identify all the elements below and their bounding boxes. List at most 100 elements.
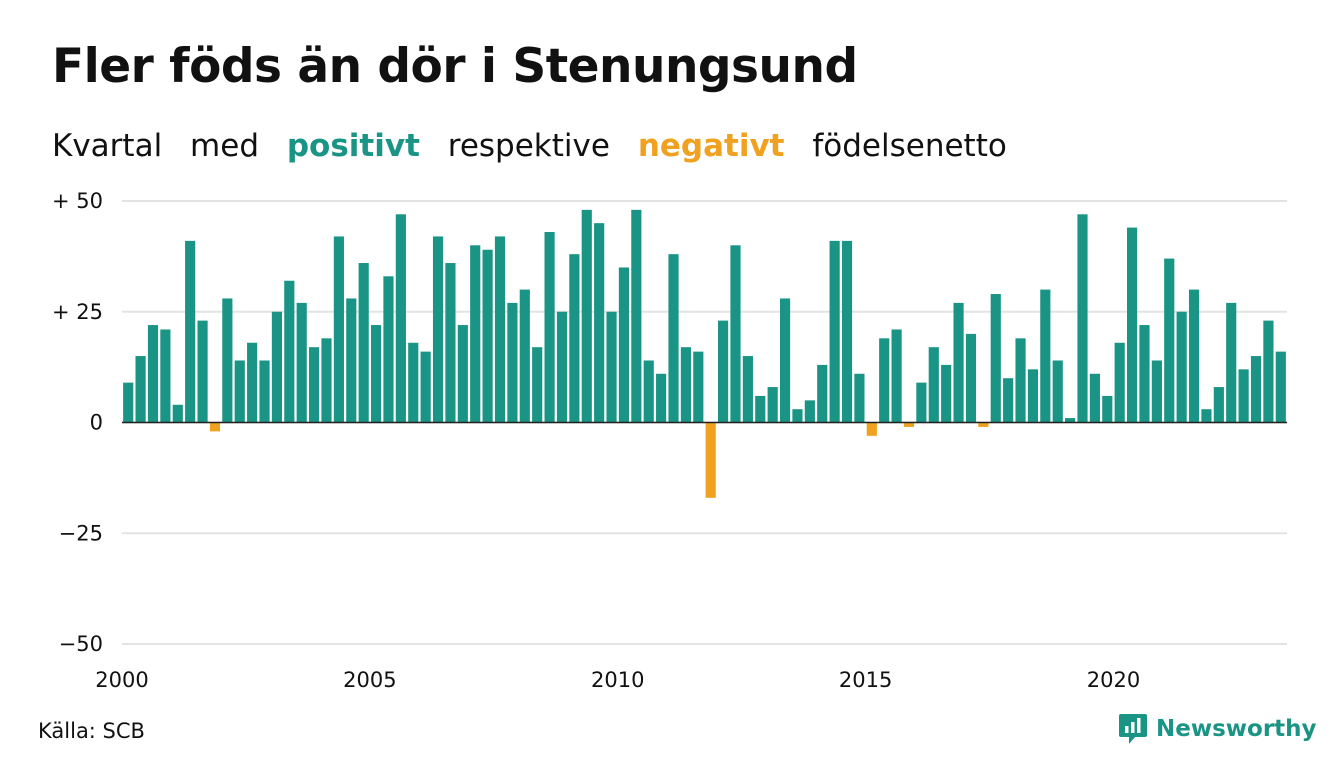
bar bbox=[457, 325, 468, 423]
bar bbox=[271, 311, 283, 423]
bar bbox=[643, 360, 654, 423]
y-tick-label: 0 bbox=[90, 411, 103, 435]
bar bbox=[222, 298, 233, 423]
bar bbox=[1015, 338, 1026, 423]
bar bbox=[135, 356, 146, 423]
bar bbox=[432, 236, 444, 423]
bar bbox=[482, 249, 493, 423]
bar bbox=[209, 422, 221, 432]
bar bbox=[866, 422, 877, 436]
x-tick-label: 2020 bbox=[1087, 668, 1140, 692]
bar bbox=[333, 236, 344, 423]
bar bbox=[953, 302, 964, 423]
subtitle-word: med bbox=[190, 128, 259, 164]
subtitle-word: respektive bbox=[447, 128, 610, 164]
bar bbox=[1238, 369, 1249, 423]
bar bbox=[829, 240, 840, 423]
bar bbox=[1213, 387, 1224, 423]
bar bbox=[1201, 409, 1212, 423]
bar bbox=[569, 254, 580, 423]
bar bbox=[606, 311, 617, 423]
bar bbox=[494, 236, 506, 423]
bar bbox=[370, 325, 382, 423]
bar bbox=[296, 302, 307, 423]
newsworthy-logo-icon bbox=[1119, 714, 1147, 744]
chart-subtitle: Kvartal med positivt respektive negativt… bbox=[52, 128, 1025, 165]
bar bbox=[197, 320, 208, 423]
bar bbox=[1164, 258, 1175, 423]
bar bbox=[879, 338, 890, 423]
bar bbox=[1176, 311, 1187, 423]
bar bbox=[185, 240, 196, 423]
subtitle-word: födelsenetto bbox=[812, 128, 1007, 164]
bar bbox=[804, 400, 815, 423]
bar bbox=[1040, 289, 1051, 423]
y-tick-label: −25 bbox=[59, 521, 103, 545]
y-tick-label: + 50 bbox=[52, 189, 103, 213]
bar bbox=[1077, 214, 1088, 423]
subtitle-positive-label: positivt bbox=[286, 128, 420, 164]
logo-text: Newsworthy bbox=[1156, 716, 1317, 742]
bar bbox=[507, 302, 518, 423]
bar bbox=[259, 360, 270, 423]
bar-chart: + 50 + 25 0 −25 −50 2000 2005 2010 2015 2020 bbox=[52, 189, 1287, 692]
bar bbox=[767, 387, 778, 423]
bar bbox=[903, 422, 915, 427]
bar bbox=[160, 329, 171, 423]
bar bbox=[383, 276, 394, 423]
bar bbox=[916, 382, 927, 423]
bar bbox=[990, 294, 1001, 423]
bar bbox=[395, 214, 406, 423]
x-tick-label: 2005 bbox=[343, 668, 396, 692]
bar bbox=[817, 364, 828, 423]
bar bbox=[705, 422, 716, 498]
bar bbox=[1052, 360, 1063, 423]
bar bbox=[792, 409, 803, 423]
bar bbox=[544, 232, 555, 423]
bar bbox=[358, 263, 369, 423]
bar bbox=[346, 298, 357, 423]
bar bbox=[1188, 289, 1200, 423]
bar bbox=[693, 351, 704, 423]
bar bbox=[234, 360, 245, 423]
bar bbox=[755, 395, 766, 423]
bar bbox=[470, 245, 481, 423]
bar bbox=[445, 263, 456, 423]
bar bbox=[978, 422, 989, 427]
bar bbox=[1102, 395, 1113, 423]
bar bbox=[1065, 418, 1076, 423]
bar bbox=[581, 209, 592, 423]
bar bbox=[1250, 356, 1262, 423]
bar bbox=[941, 364, 952, 423]
bar bbox=[1027, 369, 1039, 423]
bar bbox=[556, 311, 568, 423]
bar bbox=[1139, 325, 1150, 423]
bar bbox=[742, 356, 753, 423]
bar bbox=[147, 325, 159, 423]
y-tick-label: −50 bbox=[59, 632, 103, 656]
bar bbox=[247, 342, 258, 423]
x-tick-label: 2015 bbox=[839, 668, 892, 692]
bar bbox=[668, 254, 679, 423]
bar bbox=[1263, 320, 1274, 423]
bar bbox=[172, 404, 183, 423]
bar bbox=[284, 280, 295, 423]
bar bbox=[1275, 351, 1286, 423]
chart-title: Fler föds än dör i Stenungsund bbox=[52, 39, 858, 94]
subtitle-negative-label: negativt bbox=[637, 128, 785, 164]
bar bbox=[321, 338, 332, 423]
bar bbox=[519, 289, 530, 423]
x-tick-label: 2010 bbox=[591, 668, 644, 692]
bar bbox=[1151, 360, 1162, 423]
y-tick-label: + 25 bbox=[52, 300, 103, 324]
bar bbox=[680, 347, 691, 423]
bar bbox=[891, 329, 902, 423]
bar bbox=[420, 351, 431, 423]
source-note: Källa: SCB bbox=[38, 719, 145, 743]
bar bbox=[618, 267, 630, 423]
bar bbox=[1089, 373, 1100, 423]
bar bbox=[928, 347, 939, 423]
bar bbox=[123, 382, 134, 423]
newsworthy-logo: Newsworthy bbox=[1118, 713, 1317, 745]
bar bbox=[854, 373, 865, 423]
